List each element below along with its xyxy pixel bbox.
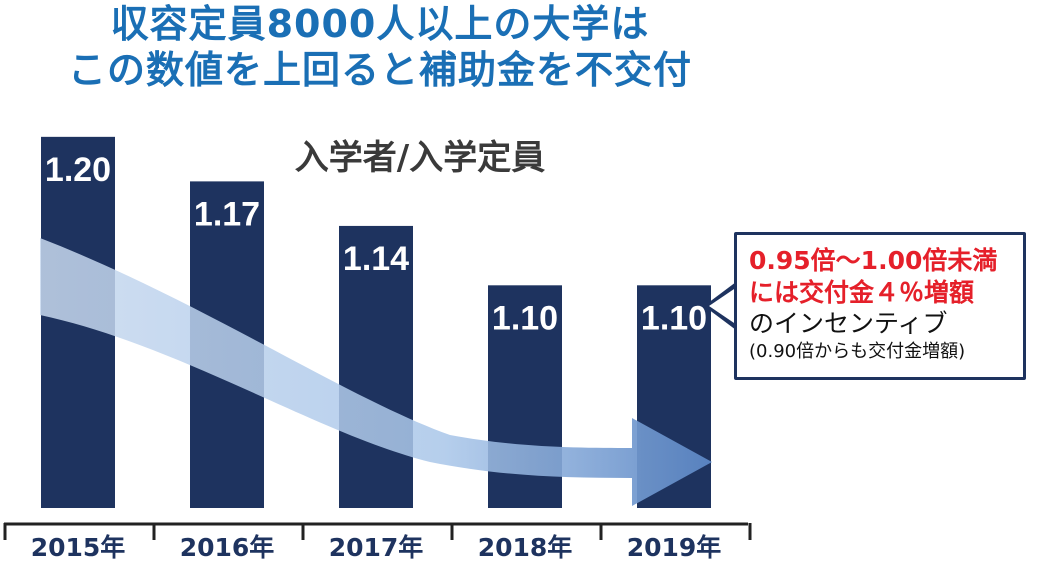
trend-down-arrow-icon [40,238,712,506]
incentive-callout: 0.95倍～1.00倍未満 には交付金４％増額 のインセンティブ (0.90倍か… [734,232,1026,380]
bar-value-label: 1.17 [194,195,260,233]
x-tick-label: 2016年 [180,533,275,561]
bar-value-label: 1.10 [492,299,558,337]
bar-value-label: 1.14 [343,240,409,278]
x-tick-label: 2015年 [31,533,126,561]
x-tick-label: 2018年 [478,533,573,561]
chart-title-line-2: この数値を上回ると補助金を不交付 [67,48,692,92]
callout-line-1: 0.95倍～1.00倍未満 [749,246,998,275]
x-tick-label: 2017年 [329,533,424,561]
callout-line-3: のインセンティブ [749,309,948,338]
bar-value-label: 1.20 [45,151,111,189]
callout-line-4: (0.90倍からも交付金増額) [749,341,966,362]
bar-value-label: 1.10 [641,299,707,337]
callout-line-2: には交付金４％増額 [749,278,975,307]
chart-title-line-1: 収容定員8000人以上の大学は [110,2,650,46]
x-tick-label: 2019年 [627,533,722,561]
bar-2017年 [339,225,413,508]
chart-subtitle: 入学者/入学定員 [294,138,546,178]
